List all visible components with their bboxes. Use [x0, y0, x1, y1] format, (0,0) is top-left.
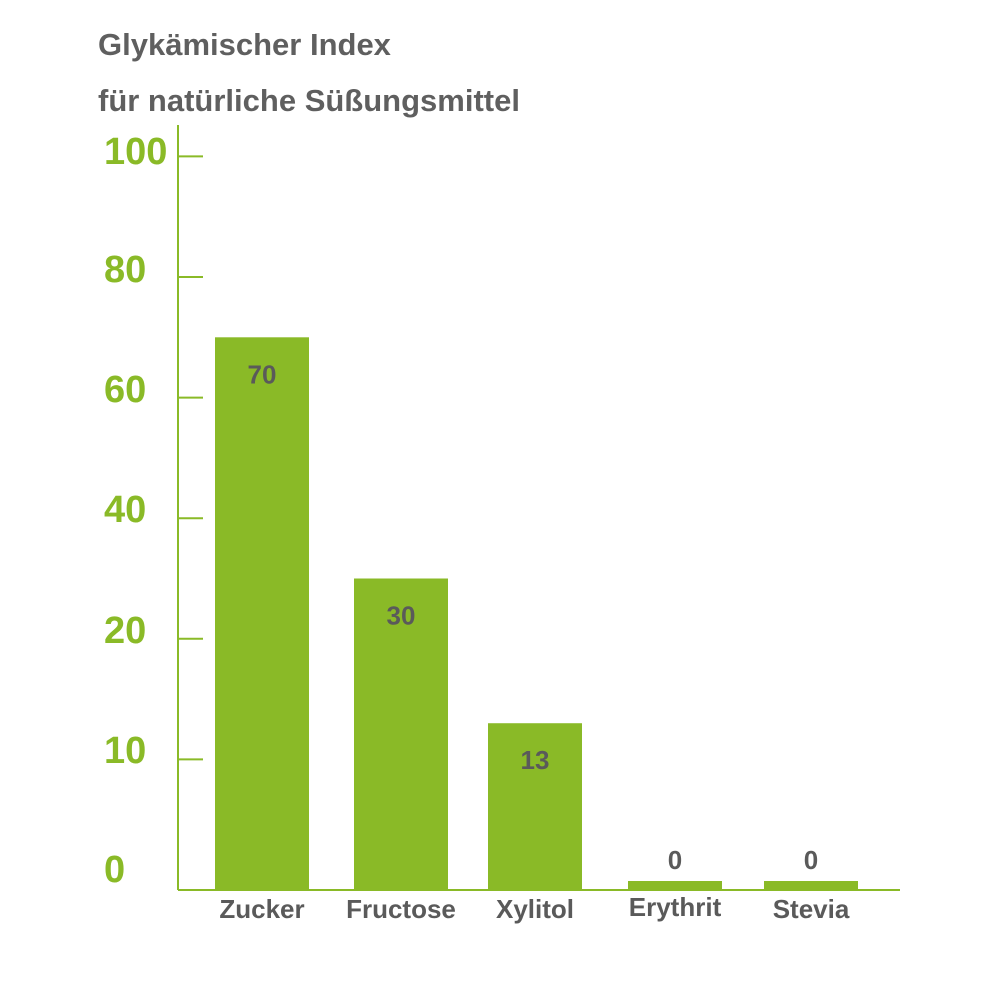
x-tick-label: Fructose [346, 894, 456, 924]
data-label: 13 [521, 745, 550, 775]
y-tick-label: 20 [104, 610, 146, 652]
bar-zucker [215, 337, 309, 890]
y-tick-label: 60 [104, 369, 146, 411]
bars [215, 337, 858, 890]
data-label: 0 [668, 845, 682, 875]
x-tick-label: Stevia [773, 894, 850, 924]
y-tick-label: 40 [104, 489, 146, 531]
x-tick-label: Zucker [219, 894, 304, 924]
y-tick-label: 0 [104, 849, 125, 891]
bar-stevia [764, 881, 858, 890]
x-tick-label: Xylitol [496, 894, 574, 924]
bar-erythrit [628, 881, 722, 890]
y-tick-label: 100 [104, 131, 167, 173]
y-axis: 0 10 20 40 60 80 100 [104, 125, 203, 891]
bar-xylitol [488, 723, 582, 890]
data-labels: 70 30 13 0 0 [248, 359, 819, 875]
data-label: 0 [804, 845, 818, 875]
y-tick-label: 80 [104, 249, 146, 291]
data-label: 30 [387, 601, 416, 631]
bar-fructose [354, 578, 448, 890]
x-tick-label: Erythrit [629, 892, 722, 922]
y-tick-label: 10 [104, 730, 146, 772]
chart-subtitle: für natürliche Süßungsmittel [98, 83, 520, 118]
x-axis: Zucker Fructose Xylitol Erythrit Stevia [178, 889, 900, 924]
data-label: 70 [248, 359, 277, 389]
chart-title: Glykämischer Index [98, 27, 391, 62]
